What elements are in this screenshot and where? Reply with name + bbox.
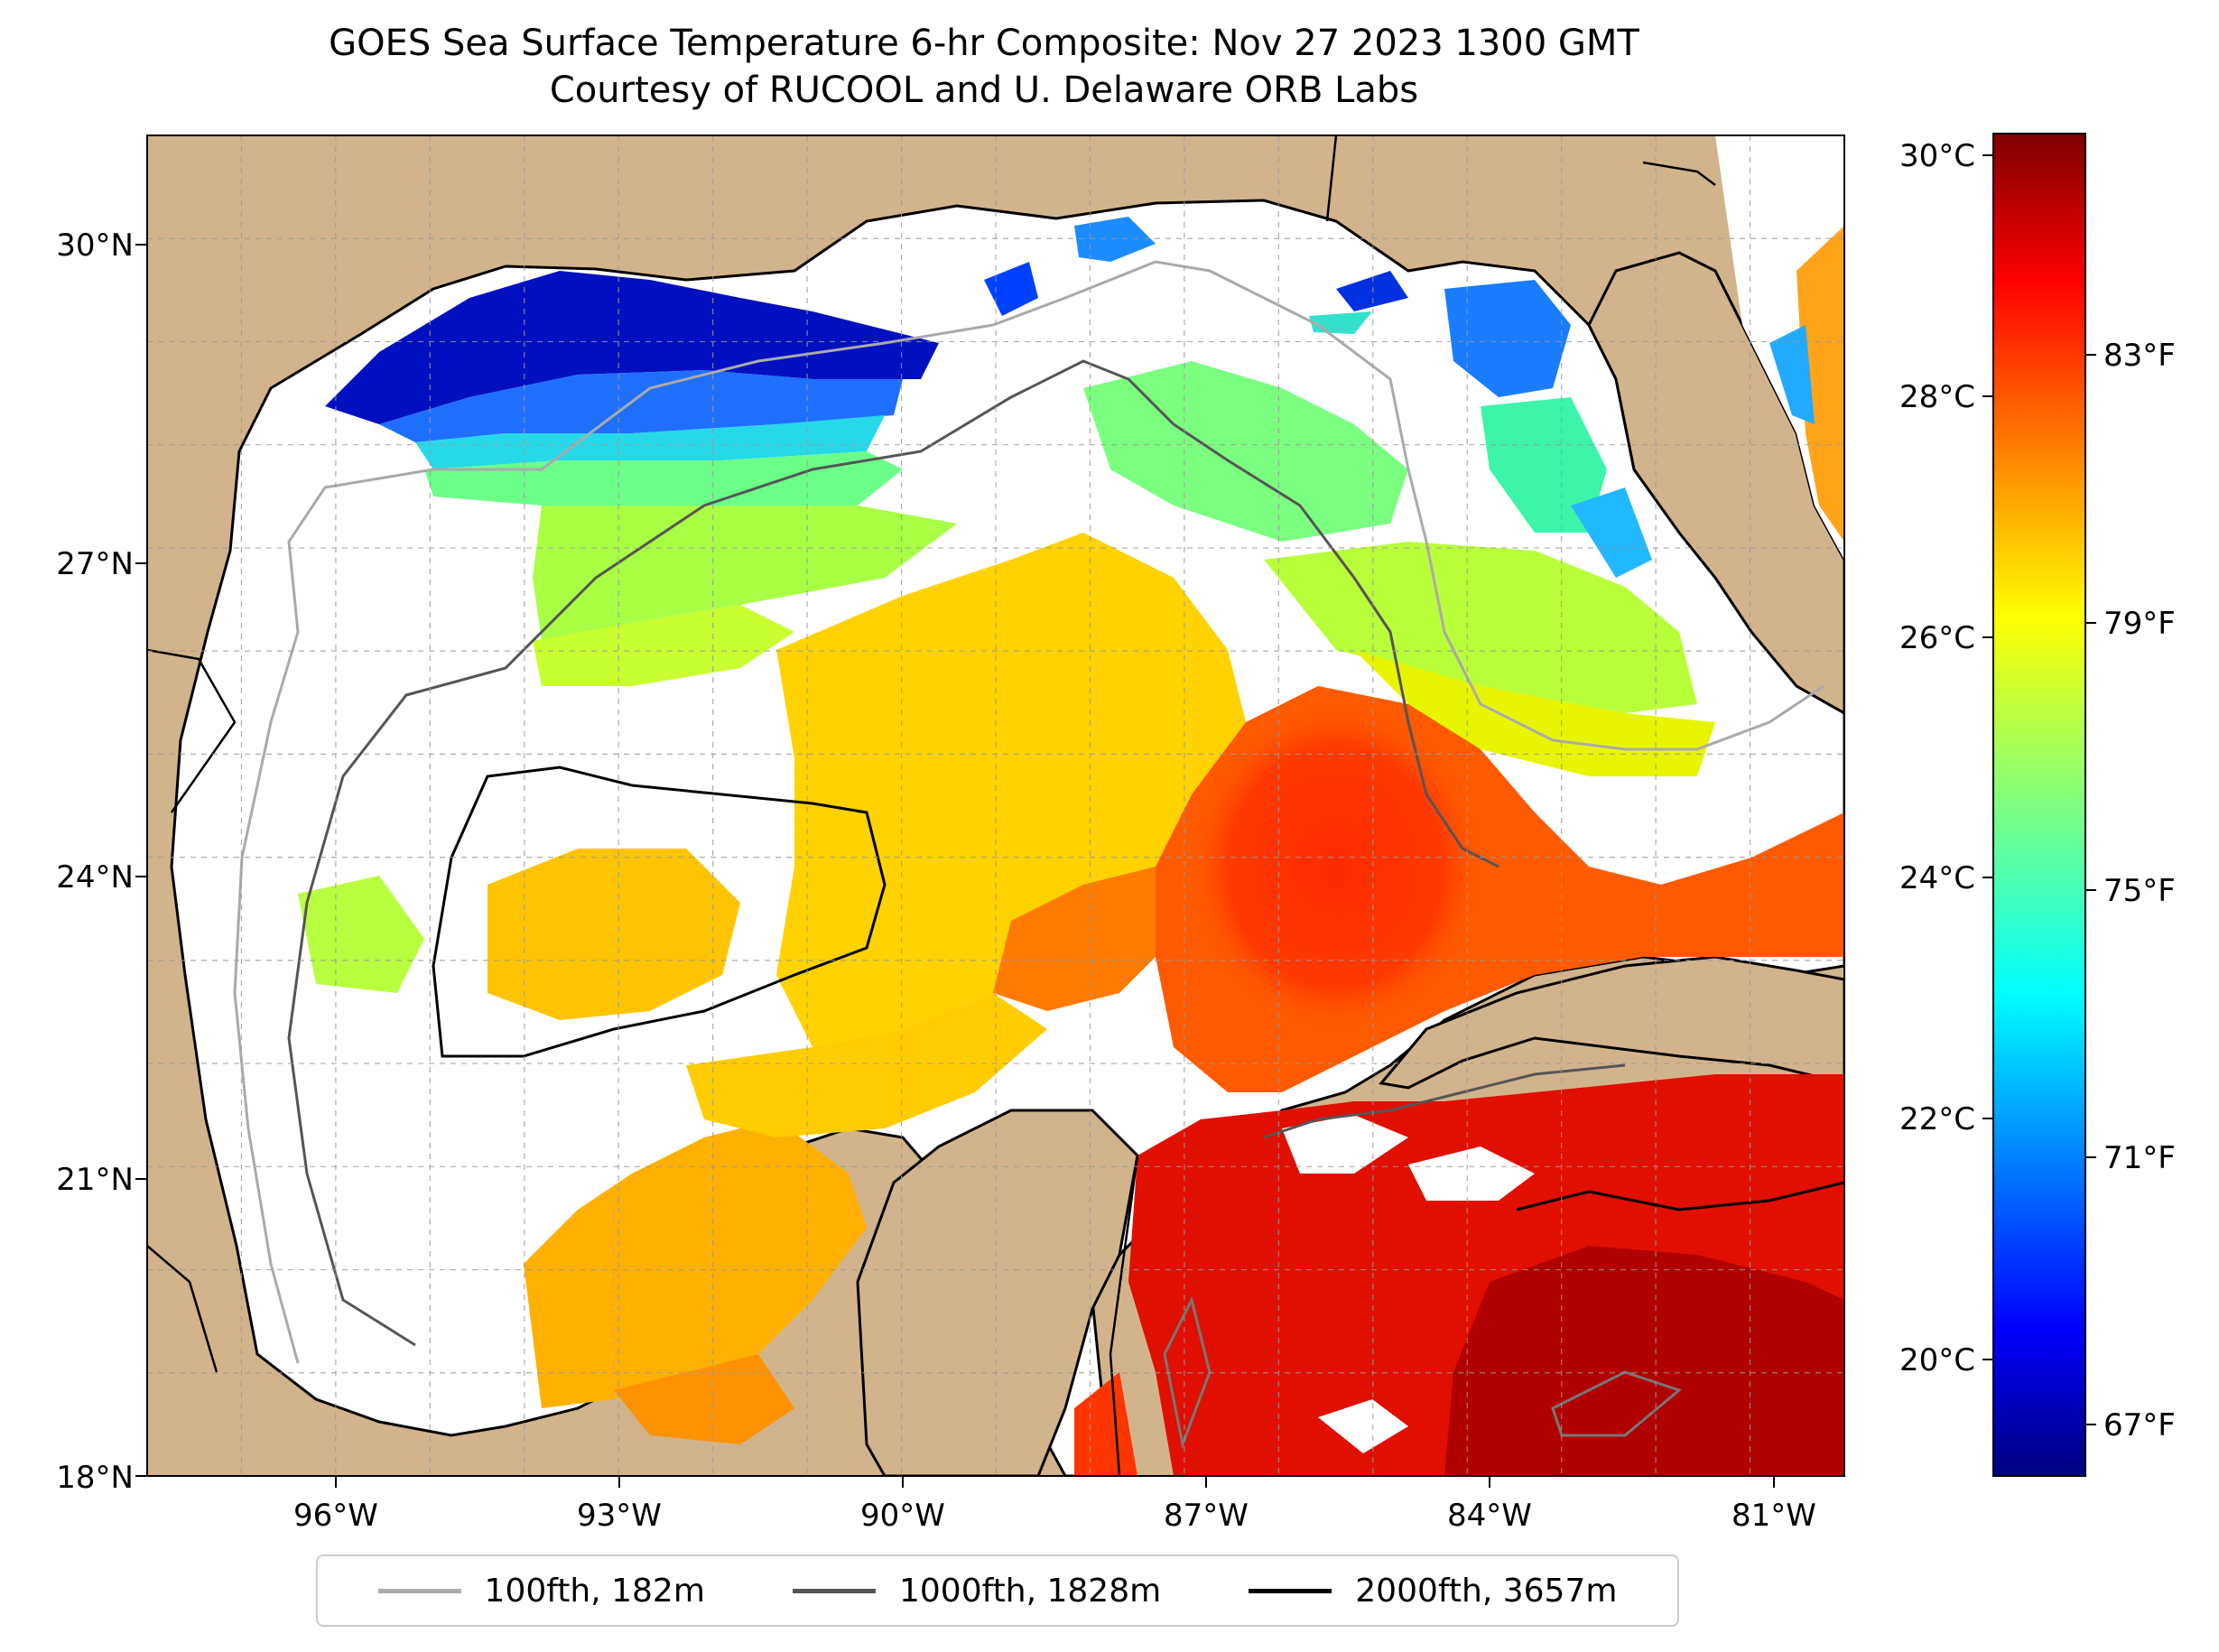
legend-swatch: [377, 1588, 461, 1593]
political-borders: [147, 135, 1716, 1476]
map-subtitle: Courtesy of RUCOOL and U. Delaware ORB L…: [549, 70, 1419, 111]
lon-tick-87: 87°W: [1164, 1498, 1249, 1534]
contour-legend: 100fth, 182m 1000fth, 1828m 2000fth, 365…: [316, 1555, 1679, 1627]
cuba-island: [1379, 955, 1844, 1090]
bathymetry-contours: [233, 260, 1844, 1450]
lon-tick-96: 96°W: [293, 1498, 378, 1534]
contour-2000fth: [432, 766, 887, 1058]
colorbar-c-22: 22°C: [1899, 1101, 1975, 1137]
map-title: GOES Sea Surface Temperature 6-hr Compos…: [329, 23, 1639, 64]
lon-tick-81: 81°W: [1732, 1498, 1816, 1534]
colorbar-f-67: 67°F: [2103, 1407, 2176, 1443]
colorbar-c-24: 24°C: [1899, 860, 1975, 896]
colorbar: 30°C 28°C 26°C 24°C 22°C 20°C 83°F 79°F …: [1899, 133, 2176, 1477]
contour-100fth: [233, 260, 1824, 1364]
colorbar-f-75: 75°F: [2103, 873, 2176, 909]
legend-label: 1000fth, 1828m: [899, 1572, 1162, 1610]
lat-tick-24: 24°N: [56, 859, 134, 896]
legend-label: 100fth, 182m: [484, 1572, 705, 1610]
lon-tick-90: 90°W: [860, 1498, 945, 1534]
colorbar-c-26: 26°C: [1899, 620, 1975, 656]
lat-tick-21: 21°N: [56, 1162, 134, 1198]
legend-swatch: [793, 1588, 876, 1593]
colorbar-f-83: 83°F: [2103, 338, 2176, 374]
colorbar-gradient: [1992, 133, 2086, 1477]
colorbar-c-30: 30°C: [1899, 138, 1975, 174]
contour-1000fth: [287, 359, 1499, 1347]
lon-tick-93: 93°W: [577, 1498, 662, 1534]
lon-tick-marks: [335, 1476, 1775, 1488]
lon-tick-84: 84°W: [1447, 1498, 1532, 1534]
map-panel: [147, 135, 1844, 1476]
map-frame: [146, 135, 1845, 1477]
legend-item-1000fth: 1000fth, 1828m: [793, 1573, 1161, 1610]
lat-axis: 30°N 27°N 24°N 21°N 18°N: [56, 227, 134, 1496]
florida-peninsula: [1587, 251, 1844, 715]
gridlines: [147, 135, 1844, 1476]
lat-tick-30: 30°N: [56, 227, 134, 264]
lat-tick-18: 18°N: [56, 1460, 134, 1496]
legend-item-2000fth: 2000fth, 3657m: [1249, 1573, 1617, 1610]
colorbar-f-71: 71°F: [2103, 1140, 2176, 1176]
sst-patches: [298, 217, 1844, 1476]
colorbar-c-28: 28°C: [1899, 379, 1975, 415]
atlantic-sst-cool: [1769, 325, 1815, 424]
legend-item-100fth: 100fth, 182m: [377, 1572, 705, 1610]
lon-axis: 96°W 93°W 90°W 87°W 84°W 81°W: [293, 1498, 1816, 1534]
colorbar-f-79: 79°F: [2103, 606, 2176, 642]
colorbar-c-20: 20°C: [1899, 1342, 1975, 1378]
atlantic-sst-strip: [1797, 226, 1844, 542]
lat-tick-27: 27°N: [56, 546, 134, 582]
legend-label: 2000fth, 3657m: [1355, 1572, 1618, 1610]
legend-swatch: [1249, 1588, 1332, 1593]
lat-tick-marks: [135, 244, 147, 1477]
